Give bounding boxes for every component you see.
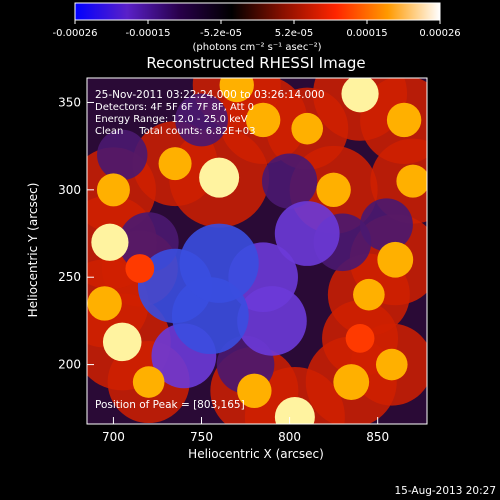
y-axis-tick-label: 250 xyxy=(58,270,81,284)
annotation-time: 25-Nov-2011 03:22:24.000 to 03:26:14.000 xyxy=(95,89,325,101)
heatmap-peak xyxy=(375,348,408,381)
heatmap-hot-region xyxy=(244,367,345,424)
heatmap-peak xyxy=(219,78,254,103)
y-axis-label: Heliocentric Y (arcsec) xyxy=(26,183,40,318)
heatmap-cold-region xyxy=(261,153,318,209)
annotation-energy: Energy Range: 12.0 - 25.0 keV xyxy=(95,114,248,125)
colorbar-tick-label: 5.2e-05 xyxy=(275,28,313,39)
heatmap-peak xyxy=(274,397,315,424)
heatmap-peak xyxy=(396,164,427,198)
heatmap-peak xyxy=(245,102,281,138)
footer-timestamp: 15-Aug-2013 20:27 xyxy=(394,485,496,497)
heatmap-cold-region xyxy=(237,286,307,356)
annotation-block: 25-Nov-2011 03:22:24.000 to 03:26:14.000… xyxy=(95,89,325,137)
y-axis-tick-label: 200 xyxy=(58,358,81,372)
heatmap-cold-region xyxy=(274,201,340,266)
annotation-counts: Clean Total counts: 6.82E+03 xyxy=(95,126,255,137)
heatmap-peak xyxy=(345,323,375,353)
peak-position-label: Position of Peak = [803,165] xyxy=(95,399,245,411)
axis-ticks: 700 750 800 850 200 250 300 350 xyxy=(58,95,389,444)
chart-title: Reconstructed RHESSI Image xyxy=(146,54,365,72)
heatmap-peak xyxy=(341,78,379,113)
colorbar xyxy=(74,2,441,21)
plot-frame xyxy=(86,77,428,425)
colorbar-unit-label: (photons cm⁻² s⁻¹ asec⁻²) xyxy=(192,42,321,53)
heatmap-peak xyxy=(386,102,422,138)
heatmap-peak xyxy=(377,241,414,278)
x-axis-tick-label: 750 xyxy=(190,430,213,444)
heatmap-peak xyxy=(333,364,370,400)
y-axis-tick-label: 300 xyxy=(58,183,81,197)
x-axis-tick-label: 700 xyxy=(102,430,125,444)
heatmap-peak xyxy=(132,366,165,398)
heatmap-cold-region xyxy=(179,223,259,303)
colorbar-tick-label: -0.00026 xyxy=(53,28,98,39)
heatmap-cold-region xyxy=(97,129,148,181)
colorbar-tick-label: 0.00015 xyxy=(346,28,387,39)
heatmap-cold-region xyxy=(360,198,413,252)
heatmap-cold-region xyxy=(175,93,228,147)
heatmap-peak xyxy=(102,322,142,362)
heatmap-peak xyxy=(158,147,192,181)
colorbar-ticks: -0.00026 -0.00015 -5.2e-05 5.2e-05 0.00015 0.… xyxy=(53,20,461,39)
colorbar-tick-label: 0.00026 xyxy=(419,28,460,39)
x-axis-label: Heliocentric X (arcsec) xyxy=(188,447,324,461)
colorbar-tick-label: -5.2e-05 xyxy=(200,28,242,39)
heatmap-image xyxy=(87,78,427,424)
x-axis-tick-label: 800 xyxy=(278,430,301,444)
heatmap-peak xyxy=(91,223,129,261)
heatmap-peak xyxy=(87,286,122,321)
heatmap-peak xyxy=(316,172,351,208)
heatmap-peak xyxy=(199,157,240,198)
heatmap-peak xyxy=(237,373,272,408)
heatmap-peak xyxy=(291,112,324,145)
heatmap-peak xyxy=(353,278,385,311)
heatmap-peak xyxy=(125,254,155,283)
x-axis-tick-label: 850 xyxy=(366,430,389,444)
annotation-detectors: Detectors: 4F 5F 6F 7F 8F, Att 0 xyxy=(95,102,254,113)
heatmap-peak xyxy=(96,173,130,207)
colorbar-tick-label: -0.00015 xyxy=(126,28,171,39)
y-axis-tick-label: 350 xyxy=(58,95,81,109)
